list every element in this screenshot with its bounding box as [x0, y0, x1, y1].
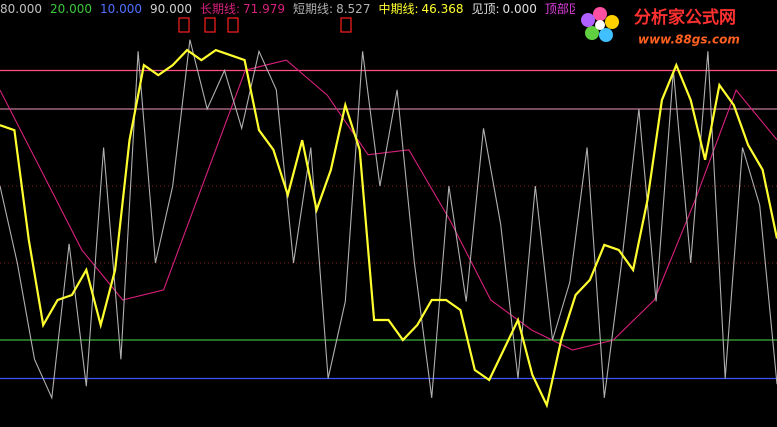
level-label: 90.000 — [150, 2, 192, 16]
petal — [581, 13, 595, 27]
legend-value: 46.368 — [422, 2, 464, 16]
petal-center — [595, 20, 605, 30]
signal-box — [204, 17, 216, 33]
signal-box — [178, 17, 190, 33]
indicator-name: 见顶: — [472, 2, 500, 16]
series-line — [0, 59, 777, 351]
series-line — [0, 39, 777, 400]
indicator-value: 0.000 — [503, 2, 537, 16]
signal-markers — [178, 17, 352, 33]
series-line — [0, 48, 777, 409]
petal — [599, 28, 613, 42]
plot-area — [0, 39, 777, 409]
level-label: 20.000 — [50, 2, 92, 16]
petal — [585, 26, 599, 40]
legend-name: 中期线: — [378, 1, 418, 16]
level-label: 10.000 — [100, 2, 142, 16]
level-label: 80.000 — [0, 2, 42, 16]
petal — [605, 15, 619, 29]
logo: 分析家公式网 www.88gs.com — [575, 0, 777, 50]
logo-title: 分析家公式网 — [634, 7, 736, 28]
logo-url: www.88gs.com — [638, 33, 740, 47]
legend-value: 8.527 — [336, 2, 370, 16]
header: 80.000 20.000 10.000 90.000 长期线: 71.979 短期线: 8.… — [0, 1, 634, 16]
legend-value: 71.979 — [243, 2, 285, 16]
legend-name: 短期线: — [293, 2, 333, 16]
signal-box — [340, 17, 352, 33]
signal-box — [227, 17, 239, 33]
legend-name: 长期线: — [200, 2, 240, 16]
petal — [593, 7, 607, 21]
